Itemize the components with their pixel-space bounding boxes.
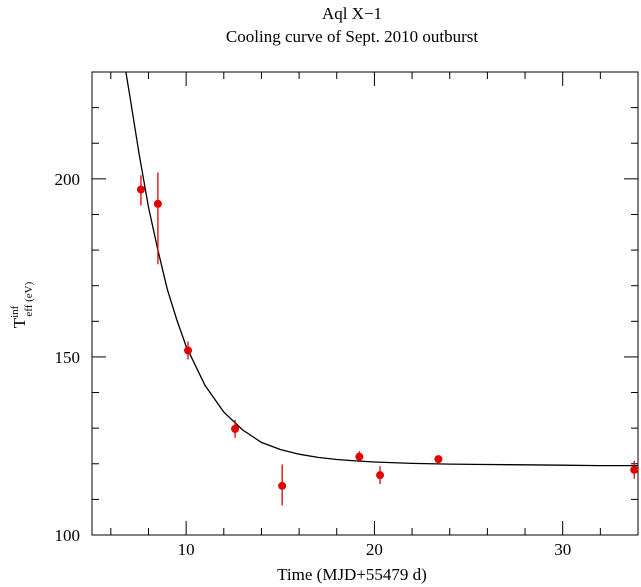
x-tick-label: 20: [366, 540, 383, 559]
data-point-marker: [355, 452, 364, 461]
data-point: [136, 175, 145, 206]
data-point: [376, 466, 385, 485]
data-point: [355, 451, 364, 462]
chart-title: Aql X−1: [322, 4, 382, 23]
data-point: [434, 455, 443, 464]
chart-subtitle: Cooling curve of Sept. 2010 outburst: [226, 27, 478, 46]
data-points-layer: [136, 172, 639, 506]
data-point-marker: [376, 471, 385, 480]
x-axis: 10 20 30: [110, 72, 639, 559]
fit-curve-layer: [125, 71, 638, 467]
x-axis-label: Time (MJD+55479 d): [277, 565, 427, 584]
fit-curve-line: [125, 71, 638, 467]
data-point-marker: [231, 424, 240, 433]
x-tick-label: 10: [178, 540, 195, 559]
y-tick-label: 200: [55, 170, 81, 189]
y-axis: 100 150 200: [55, 71, 638, 545]
y-axis-label-subscript: eff (eV): [23, 281, 35, 316]
data-point: [184, 341, 193, 360]
y-tick-label: 100: [55, 526, 81, 545]
data-point-marker: [184, 346, 193, 355]
x-tick-label: 30: [554, 540, 571, 559]
plot-frame: [91, 71, 639, 536]
data-point-marker: [136, 185, 145, 194]
data-point-marker: [153, 199, 162, 208]
data-point-marker: [278, 481, 287, 490]
data-point-marker: [434, 455, 443, 464]
data-point: [231, 419, 240, 438]
y-axis-label: Tinf eff (eV): [9, 281, 35, 328]
data-point: [278, 464, 287, 506]
y-tick-label: 150: [55, 348, 81, 367]
data-point: [153, 172, 162, 265]
y-axis-label-base: T: [10, 317, 29, 328]
data-point-marker: [630, 465, 639, 474]
y-axis-label-superscript: inf: [9, 305, 21, 318]
data-point: [630, 460, 639, 479]
